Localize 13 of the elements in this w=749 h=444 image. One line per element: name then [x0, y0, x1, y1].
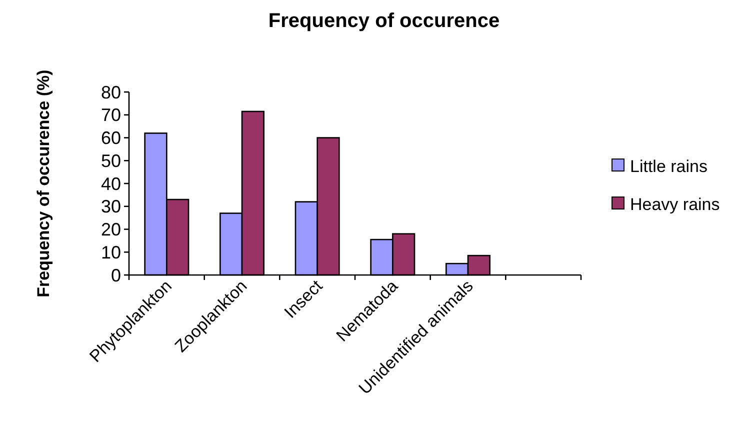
y-tick-label: 30	[100, 196, 121, 217]
y-tick-label: 50	[100, 150, 121, 171]
y-tick-label: 40	[100, 174, 121, 194]
y-tick-label: 80	[100, 82, 121, 102]
legend-label: Little rains	[630, 156, 708, 176]
legend-label: Heavy rains	[630, 194, 720, 214]
y-tick-label: 10	[100, 242, 121, 262]
y-tick-label: 60	[100, 128, 121, 148]
y-tick-label: 0	[110, 265, 121, 286]
y-tick-label: 70	[100, 105, 121, 126]
y-tick-label: 20	[100, 220, 121, 240]
chart-title: Frequency of occurence	[268, 10, 500, 32]
y-axis-title: Frequency of occurence (%)	[34, 70, 53, 298]
